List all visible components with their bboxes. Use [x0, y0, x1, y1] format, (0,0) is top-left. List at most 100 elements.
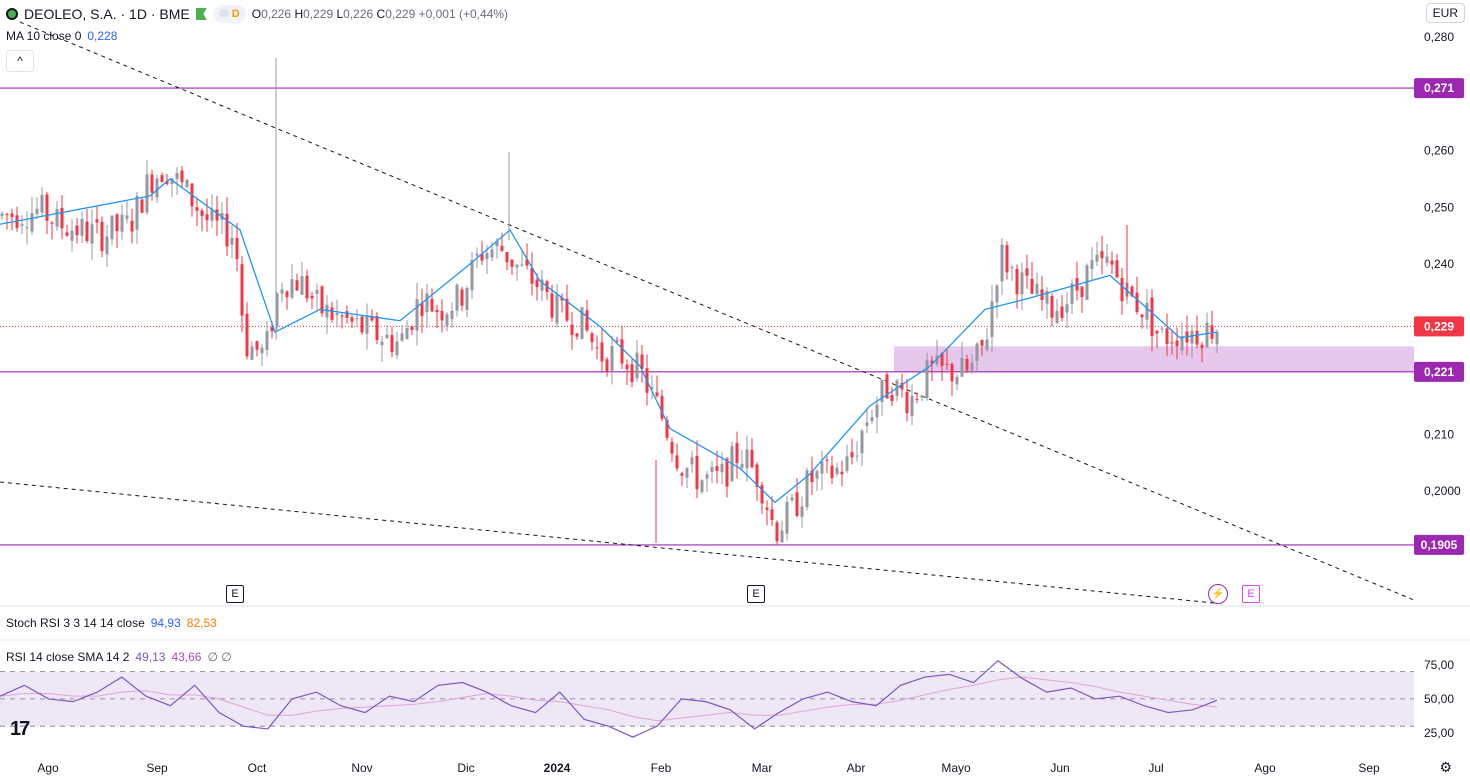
ohlc-values: O0,226 H0,229 L0,226 C0,229 +0,001 (+0,4…	[252, 7, 508, 21]
symbol-title[interactable]: DEOLEO, S.A. · 1D · BME	[24, 6, 190, 22]
candle-body	[1195, 330, 1199, 345]
price-axis-tick: 0,260	[1424, 144, 1454, 158]
candle-body	[100, 221, 104, 252]
tradingview-logo[interactable]: 17	[10, 718, 30, 740]
candle-body	[550, 293, 554, 318]
candle-body	[380, 341, 384, 346]
candle-body	[920, 395, 924, 398]
candle-body	[655, 392, 659, 396]
candle-body	[145, 174, 149, 213]
candle-body	[520, 264, 524, 266]
rsi-legend[interactable]: RSI 14 close SMA 14 2 49,13 43,66 ∅ ∅	[6, 650, 232, 664]
candle-body	[315, 289, 319, 294]
candle-body	[310, 295, 314, 299]
candle-body	[210, 209, 214, 221]
candle-body	[970, 362, 974, 371]
candle-body	[955, 376, 959, 385]
candle-body	[20, 224, 24, 226]
collapse-legend-button[interactable]: ^	[6, 50, 34, 72]
flag-icon	[195, 8, 207, 20]
candle-body	[515, 264, 519, 268]
candle-body	[1035, 283, 1039, 295]
price-axis-tick: 0,240	[1424, 257, 1454, 271]
candle-body	[590, 333, 594, 343]
candle-body	[110, 215, 114, 240]
candle-body	[290, 279, 294, 298]
candle-body	[1190, 330, 1194, 344]
candle-body	[540, 279, 544, 291]
level-price-tag	[1414, 78, 1464, 99]
candle-body	[940, 353, 944, 366]
price-axis-tick: 0,280	[1424, 30, 1454, 44]
candle-body	[485, 252, 489, 260]
candle-body	[70, 230, 74, 241]
candle-body	[985, 339, 989, 350]
high-value: 0,229	[303, 7, 334, 21]
candle-body	[115, 214, 119, 232]
earnings-event-marker[interactable]: E	[226, 585, 244, 603]
candle-body	[1045, 291, 1049, 304]
candle-body	[340, 315, 344, 317]
candle-body	[495, 241, 499, 247]
candle-body	[825, 459, 829, 461]
symbol-legend: DEOLEO, S.A. · 1D · BME D O0,226 H0,229 …	[6, 5, 508, 23]
rsi-line	[0, 659, 1218, 738]
ma-legend[interactable]: MA 10 close 0 0,228	[6, 29, 117, 43]
candle-body	[135, 195, 139, 230]
candle-body	[95, 219, 99, 223]
candle-body	[870, 417, 874, 422]
lightning-icon[interactable]: ⚡	[1208, 584, 1228, 604]
candle-body	[745, 449, 749, 469]
candle-body	[815, 471, 819, 479]
rsi-sma-value: 43,66	[171, 650, 202, 664]
candle-body	[905, 391, 909, 414]
candle-body	[1130, 286, 1134, 297]
change-value: +0,001 (+0,44%)	[418, 7, 508, 21]
candle-body	[625, 364, 629, 370]
candle-body	[935, 355, 939, 365]
candle-body	[355, 317, 359, 319]
candle-body	[480, 254, 484, 261]
stoch-rsi-legend[interactable]: Stoch RSI 3 3 14 14 close 94,93 82,53	[6, 616, 217, 630]
candle-body	[950, 364, 954, 382]
candle-body	[640, 354, 644, 369]
candle-body	[235, 237, 239, 260]
level-price-label: 0,221	[1424, 365, 1454, 379]
time-axis-tick: Nov	[351, 761, 372, 775]
candle-body	[1065, 304, 1069, 313]
earnings-event-marker[interactable]: E	[1242, 585, 1260, 603]
candle-body	[280, 289, 284, 294]
candle-body	[1000, 244, 1004, 282]
candle-body	[1060, 306, 1064, 319]
candle-body	[370, 316, 374, 321]
candle-body	[1010, 267, 1014, 269]
currency-selector[interactable]: EUR	[1425, 3, 1465, 23]
candle-body	[1120, 278, 1124, 302]
candle-body	[1025, 268, 1029, 276]
time-axis-tick: Mayo	[941, 761, 971, 775]
gear-icon[interactable]: ⚙	[1439, 759, 1452, 775]
candle-body	[620, 339, 624, 364]
open-label: O	[251, 7, 262, 21]
trendline-lower	[0, 481, 1215, 604]
candle-body	[40, 194, 44, 213]
candle-body	[180, 170, 184, 183]
candle-body	[25, 227, 29, 229]
earnings-event-marker[interactable]: E	[747, 585, 765, 603]
candle-body	[715, 466, 719, 472]
candle-body	[910, 395, 914, 417]
interval-badge[interactable]: D	[212, 5, 246, 23]
candle-body	[385, 334, 389, 339]
candle-body	[325, 304, 329, 318]
level-price-tag	[1414, 534, 1464, 555]
badge-label: D	[231, 8, 240, 20]
time-axis-tick: Abr	[847, 761, 866, 775]
candle-body	[1005, 245, 1009, 273]
low-value: 0,226	[343, 7, 374, 21]
candle-body	[395, 341, 399, 356]
candle-body	[800, 506, 804, 517]
candle-body	[1100, 251, 1104, 259]
ma-label: MA 10 close 0	[6, 29, 82, 43]
candle-body	[240, 264, 244, 316]
